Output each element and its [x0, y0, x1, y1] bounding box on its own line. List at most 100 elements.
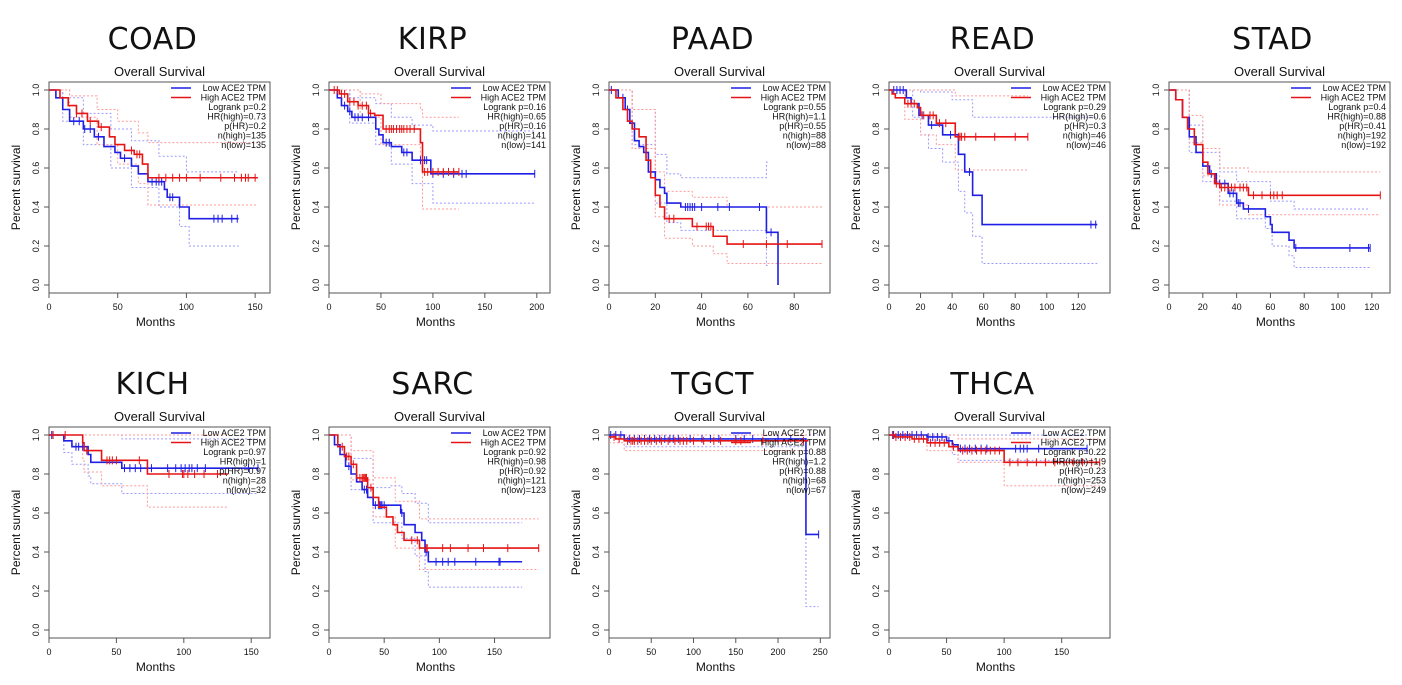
survival-curve-high — [609, 89, 822, 245]
x-tick-label: 50 — [111, 647, 121, 657]
cancer-title: STAD — [1232, 22, 1313, 57]
y-tick-label: 1.0 — [871, 429, 881, 442]
plot-frame — [608, 81, 831, 294]
stat-annotation: Logrank p=0.92 — [483, 447, 546, 457]
y-tick-label: 0.4 — [311, 546, 321, 559]
y-axis-label: Percent survival — [289, 490, 303, 575]
x-tick-label: 100 — [997, 647, 1012, 657]
stat-annotation: HR(high)=1.9 — [1052, 457, 1106, 467]
km-plot: Overall Survival 0.0 0.2 0.4 0.6 0.8 1.0 Percen… — [569, 64, 831, 329]
legend-entry: Low ACE2 TPM — [483, 83, 546, 93]
legend-entry: High ACE2 TPM — [481, 438, 546, 448]
plot-frame — [888, 81, 1111, 294]
km-plot: Overall Survival 0.0 0.2 0.4 0.6 0.8 1.0 Percen… — [849, 64, 1111, 329]
x-tick-label: 100 — [686, 647, 701, 657]
ci-upper-high — [889, 89, 1028, 97]
y-axis-label: Percent survival — [849, 145, 863, 230]
x-tick-label: 60 — [743, 302, 753, 312]
x-tick-label: 250 — [813, 647, 828, 657]
stat-annotation: HR(high)=0.65 — [487, 112, 546, 122]
stat-annotation: n(high)=141 — [498, 131, 546, 141]
y-tick-label: 1.0 — [311, 84, 321, 97]
y-tick-label: 0.4 — [31, 546, 41, 559]
km-plot: Overall Survival 0.0 0.2 0.4 0.6 0.8 1.0 Percen… — [849, 409, 1111, 674]
panel-tgct: TGCT Overall Survival 0.0 0.2 0.4 0.6 0.8 1.0 P… — [560, 345, 840, 682]
x-tick-label: 100 — [176, 647, 191, 657]
x-tick-label: 100 — [425, 302, 440, 312]
ci-upper-low — [889, 89, 1098, 118]
x-tick-label: 200 — [771, 647, 786, 657]
y-tick-label: 0.2 — [871, 240, 881, 253]
stat-annotation: p(HR)=0.3 — [1064, 121, 1106, 131]
y-tick-label: 1.0 — [311, 429, 321, 442]
km-plot: Overall Survival 0.0 0.2 0.4 0.6 0.8 1.0 Percen… — [9, 64, 271, 329]
y-tick-label: 0.0 — [591, 279, 601, 292]
stat-annotation: p(HR)=0.97 — [219, 466, 266, 476]
stat-annotation: n(low)=135 — [221, 140, 266, 150]
legend-entry: High ACE2 TPM — [481, 93, 546, 103]
legend-entry: Low ACE2 TPM — [763, 83, 826, 93]
plot-title: Overall Survival — [114, 409, 205, 424]
x-tick-label: 80 — [789, 302, 799, 312]
stat-annotation: n(low)=32 — [226, 485, 266, 495]
km-plot: Overall Survival 0.0 0.2 0.4 0.6 0.8 1.0 Percen… — [9, 409, 271, 674]
y-axis-label: Percent survival — [1129, 145, 1143, 230]
x-tick-label: 0 — [326, 302, 331, 312]
plot-frame — [608, 426, 831, 639]
x-tick-label: 0 — [326, 647, 331, 657]
stat-annotation: p(HR)=0.92 — [499, 466, 546, 476]
x-tick-label: 100 — [1331, 302, 1346, 312]
stat-annotation: HR(high)=0.88 — [1327, 112, 1386, 122]
y-tick-label: 0.6 — [311, 162, 321, 175]
plot-frame — [888, 426, 1111, 639]
stat-annotation: n(low)=141 — [501, 140, 546, 150]
x-tick-label: 50 — [113, 302, 123, 312]
x-axis-label: Months — [976, 315, 1015, 329]
stat-annotation: n(low)=46 — [1066, 140, 1106, 150]
ci-lower-low — [329, 434, 523, 588]
y-tick-label: 1.0 — [1151, 84, 1161, 97]
legend-entry: High ACE2 TPM — [1041, 438, 1106, 448]
y-tick-label: 1.0 — [871, 84, 881, 97]
x-tick-label: 150 — [728, 647, 743, 657]
stat-annotation: HR(high)=0.98 — [487, 457, 546, 467]
stat-annotation: n(high)=28 — [223, 476, 266, 486]
stat-annotation: n(high)=46 — [1063, 131, 1106, 141]
x-tick-label: 0 — [46, 647, 51, 657]
legend-entry: High ACE2 TPM — [1041, 93, 1106, 103]
panel-read: READ Overall Survival 0.0 0.2 0.4 0.6 0.8 1.0 P… — [840, 0, 1120, 337]
cancer-title: KICH — [115, 367, 190, 402]
stat-annotation: n(high)=68 — [783, 476, 826, 486]
ci-lower-high — [889, 89, 1028, 171]
y-tick-label: 0.8 — [591, 123, 601, 136]
cancer-title: TGCT — [671, 367, 754, 402]
y-tick-label: 0.4 — [871, 201, 881, 214]
legend-entry: High ACE2 TPM — [1321, 93, 1386, 103]
y-tick-label: 0.6 — [591, 507, 601, 520]
y-tick-label: 1.0 — [591, 429, 601, 442]
cancer-title: SARC — [391, 367, 474, 402]
y-tick-label: 0.8 — [871, 123, 881, 136]
y-tick-label: 0.8 — [1151, 123, 1161, 136]
stat-annotation: n(high)=135 — [218, 131, 266, 141]
y-tick-label: 0.6 — [31, 162, 41, 175]
x-tick-label: 20 — [650, 302, 660, 312]
y-tick-label: 0.8 — [311, 468, 321, 481]
ci-upper-high — [889, 434, 1100, 440]
x-axis-label: Months — [1256, 315, 1295, 329]
y-tick-label: 1.0 — [591, 84, 601, 97]
ci-lower-high — [49, 89, 258, 206]
x-tick-label: 80 — [1299, 302, 1309, 312]
plot-title: Overall Survival — [674, 409, 765, 424]
x-axis-label: Months — [136, 660, 175, 674]
y-tick-label: 0.4 — [31, 201, 41, 214]
x-tick-label: 40 — [947, 302, 957, 312]
stat-annotation: Logrank p=0.22 — [1043, 447, 1106, 457]
ci-lower-low — [49, 434, 258, 494]
stat-annotation: n(high)=121 — [498, 476, 546, 486]
ci-lower-low — [889, 89, 1098, 265]
y-tick-label: 0.6 — [591, 162, 601, 175]
y-tick-label: 0.0 — [871, 279, 881, 292]
x-tick-label: 20 — [916, 302, 926, 312]
survival-curve-high — [49, 89, 258, 179]
